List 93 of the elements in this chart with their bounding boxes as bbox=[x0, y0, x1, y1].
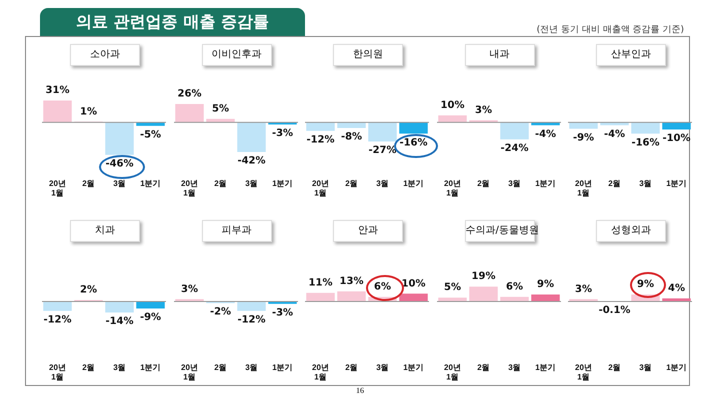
data-label: 2% bbox=[80, 284, 97, 296]
data-label: -2% bbox=[209, 306, 231, 318]
x-tick-label: 1분기 bbox=[140, 178, 161, 188]
data-label: 6% bbox=[374, 281, 391, 292]
x-tick-label: 1분기 bbox=[272, 362, 292, 372]
chart-title: 이비인후과 bbox=[202, 44, 272, 66]
data-label: -16% bbox=[631, 137, 660, 148]
x-tick-label: 1분기 bbox=[403, 178, 424, 188]
data-label: -3% bbox=[271, 307, 293, 318]
data-label: -12% bbox=[43, 314, 72, 326]
data-label: 31% bbox=[46, 85, 70, 96]
data-label: -5% bbox=[140, 130, 162, 141]
chart-title: 내과 bbox=[464, 44, 534, 66]
chart-title: 소아과 bbox=[70, 44, 140, 66]
data-label: -42% bbox=[236, 156, 266, 167]
x-tick-label: 3월 bbox=[376, 362, 389, 372]
x-tick-label: 20년 1월 bbox=[575, 362, 592, 382]
chart-title: 치과 bbox=[70, 220, 140, 242]
x-tick-label: 3월 bbox=[113, 178, 126, 188]
x-tick-label: 3월 bbox=[244, 362, 258, 372]
data-label: 3% bbox=[180, 284, 198, 295]
data-label: -46% bbox=[105, 158, 134, 170]
data-label: -27% bbox=[368, 145, 397, 156]
data-label: -16% bbox=[399, 137, 428, 148]
data-label: -12% bbox=[236, 314, 266, 326]
data-label: -3% bbox=[271, 128, 293, 140]
x-tick-label: 3월 bbox=[113, 362, 126, 372]
chart-title: 성형외과 bbox=[596, 220, 666, 242]
x-tick-label: 2월 bbox=[82, 362, 95, 372]
data-label: -12% bbox=[306, 134, 335, 146]
x-tick-label: 3월 bbox=[639, 362, 652, 372]
x-tick-label: 2월 bbox=[608, 362, 621, 372]
x-tick-label: 1분기 bbox=[403, 362, 424, 372]
data-label: -10% bbox=[662, 133, 691, 144]
text: (전년 동기 대비 매출액 증감률 기준) bbox=[536, 24, 684, 36]
x-tick-label: 20년 1월 bbox=[312, 178, 329, 198]
x-tick-label: 20년 1월 bbox=[312, 362, 329, 382]
x-tick-label: 20년 1월 bbox=[49, 178, 66, 198]
data-label: 5% bbox=[212, 103, 228, 114]
data-label: -4% bbox=[534, 128, 556, 140]
x-tick-label: 20년 1월 bbox=[49, 362, 66, 382]
data-label: 3% bbox=[474, 104, 492, 116]
chart-title: 한의원 bbox=[333, 44, 403, 66]
x-tick-label: 3월 bbox=[244, 178, 258, 188]
data-label: 26% bbox=[177, 88, 201, 100]
x-tick-label: 2월 bbox=[214, 178, 226, 188]
x-tick-label: 20년 1월 bbox=[444, 178, 460, 198]
data-label: -8% bbox=[340, 132, 362, 143]
data-label: 1% bbox=[80, 106, 97, 118]
data-label: 4% bbox=[668, 282, 685, 294]
data-label: -24% bbox=[500, 142, 528, 154]
x-tick-label: 3월 bbox=[376, 178, 389, 188]
x-tick-label: 2월 bbox=[82, 178, 95, 188]
data-label: 9% bbox=[536, 279, 554, 290]
data-label: 10% bbox=[440, 100, 464, 111]
data-label: -14% bbox=[105, 316, 134, 328]
data-label: 9% bbox=[637, 279, 654, 290]
x-tick-label: 2월 bbox=[214, 362, 226, 372]
x-tick-label: 2월 bbox=[345, 178, 358, 188]
data-label: 6% bbox=[506, 281, 522, 292]
data-label: -9% bbox=[140, 312, 162, 324]
x-tick-label: 2월 bbox=[476, 178, 490, 188]
x-tick-label: 2월 bbox=[608, 178, 621, 188]
chart-title: 산부인과 bbox=[596, 44, 666, 66]
data-label: -9% bbox=[572, 132, 594, 144]
x-tick-label: 20년 1월 bbox=[180, 178, 198, 198]
data-label: 19% bbox=[471, 271, 495, 282]
data-label: 3% bbox=[575, 284, 592, 295]
data-label: 13% bbox=[340, 276, 364, 287]
data-label: 10% bbox=[402, 278, 426, 290]
chart-title: 수의과/동물병원 bbox=[464, 224, 539, 238]
x-tick-label: 3월 bbox=[639, 178, 652, 188]
x-tick-label: 3월 bbox=[508, 362, 520, 372]
data-label: 5% bbox=[444, 282, 460, 294]
x-tick-label: 20년 1월 bbox=[180, 362, 198, 382]
x-tick-label: 20년 1월 bbox=[575, 178, 592, 198]
x-tick-label: 1분기 bbox=[666, 362, 687, 372]
text: 16 bbox=[355, 386, 365, 395]
x-tick-label: 2월 bbox=[345, 362, 358, 372]
data-label: -4% bbox=[604, 128, 626, 140]
x-tick-label: 1분기 bbox=[140, 362, 161, 372]
x-tick-label: 3월 bbox=[508, 178, 520, 188]
chart-title: 피부과 bbox=[202, 220, 272, 242]
text: 의료 관련업종 매출 증감률 bbox=[40, 8, 305, 36]
x-tick-label: 1분기 bbox=[272, 178, 292, 188]
data-label: -0.1% bbox=[598, 305, 630, 316]
chart-title: 안과 bbox=[333, 220, 403, 242]
data-label: 11% bbox=[308, 277, 332, 288]
x-tick-label: 20년 1월 bbox=[444, 362, 460, 382]
x-tick-label: 1분기 bbox=[534, 362, 556, 372]
x-tick-label: 1분기 bbox=[534, 178, 556, 188]
x-tick-label: 1분기 bbox=[666, 178, 687, 188]
x-tick-label: 2월 bbox=[476, 362, 490, 372]
